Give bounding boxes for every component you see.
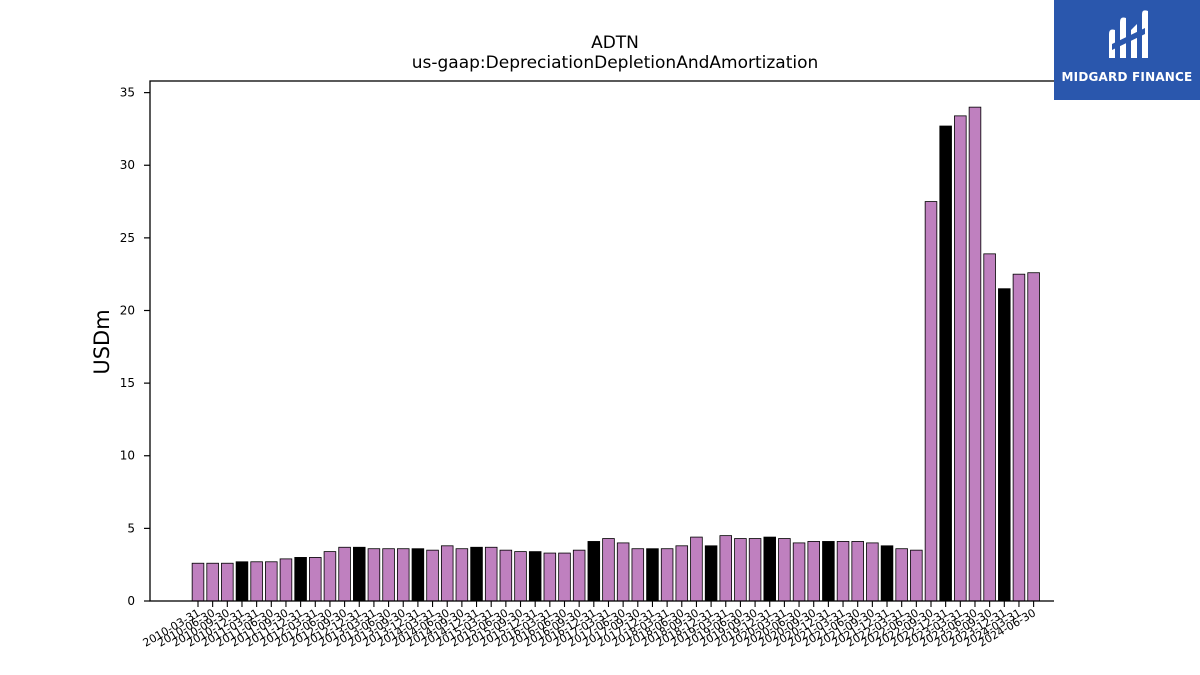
bar xyxy=(265,561,278,602)
bar xyxy=(734,538,747,602)
bar xyxy=(279,558,293,602)
bar xyxy=(191,562,205,602)
bar xyxy=(543,552,557,602)
bar xyxy=(675,545,689,602)
bar xyxy=(910,549,923,602)
bar xyxy=(866,542,879,602)
bar xyxy=(572,549,586,602)
bar xyxy=(470,546,483,602)
bar xyxy=(748,538,762,602)
bar xyxy=(323,551,337,602)
y-axis: 0 5 10 15 20 25 30 35 xyxy=(120,86,150,608)
bar xyxy=(807,541,820,602)
bars-layer xyxy=(191,106,1040,602)
bar xyxy=(338,546,351,602)
bar xyxy=(484,546,498,602)
bar xyxy=(719,535,733,602)
bar xyxy=(440,545,454,602)
bar xyxy=(778,538,791,602)
bar xyxy=(763,536,776,602)
bar xyxy=(690,536,703,602)
bar xyxy=(528,551,542,602)
bar xyxy=(587,541,601,602)
bar xyxy=(514,551,527,602)
bar xyxy=(968,106,982,602)
y-tick-label: 5 xyxy=(127,521,135,535)
bar xyxy=(660,548,674,602)
bar xyxy=(631,548,645,602)
y-tick-label: 15 xyxy=(120,376,135,390)
bar xyxy=(455,548,469,602)
bar xyxy=(382,548,395,602)
bar xyxy=(954,115,967,602)
bar xyxy=(294,557,307,602)
bar xyxy=(983,253,996,602)
y-tick-label: 10 xyxy=(120,449,135,463)
bar xyxy=(880,545,894,602)
y-tick-label: 20 xyxy=(120,303,135,317)
y-tick-label: 25 xyxy=(120,231,135,245)
y-axis-title: USDm xyxy=(90,309,114,374)
bar xyxy=(353,546,366,602)
bar xyxy=(851,541,864,602)
bar xyxy=(792,542,806,602)
bar xyxy=(836,541,850,602)
chart-title: ADTN xyxy=(591,33,639,53)
bar xyxy=(1012,273,1026,602)
bar xyxy=(616,542,630,602)
bar xyxy=(998,288,1011,602)
plot-frame xyxy=(149,80,1054,602)
y-tick-label: 30 xyxy=(120,158,135,172)
bar xyxy=(602,538,615,602)
brand-logo: MIDGARD FINANCE xyxy=(1054,0,1200,100)
bar xyxy=(250,561,263,602)
bar xyxy=(367,548,381,602)
bar xyxy=(895,548,908,602)
bar xyxy=(206,562,219,602)
bar xyxy=(221,562,234,602)
logo-mark-icon xyxy=(1109,10,1148,58)
bar xyxy=(646,548,659,602)
bar xyxy=(704,545,718,602)
bar xyxy=(1027,272,1040,602)
bar xyxy=(426,549,439,602)
x-axis: 2010-03-312010-06-302010-09-302010-12-31… xyxy=(141,601,1038,650)
bar xyxy=(309,557,322,602)
logo-text: MIDGARD FINANCE xyxy=(1061,70,1193,84)
bar xyxy=(396,548,410,602)
chart-subtitle: us-gaap:DepreciationDepletionAndAmortiza… xyxy=(412,53,819,73)
bar xyxy=(558,552,571,602)
bar xyxy=(924,201,938,602)
y-tick-label: 0 xyxy=(127,594,135,608)
bar xyxy=(822,541,835,602)
bar xyxy=(939,125,952,602)
bar xyxy=(235,561,249,602)
bar xyxy=(411,548,425,602)
bar xyxy=(499,549,513,602)
y-tick-label: 35 xyxy=(120,86,135,100)
chart-canvas: ADTN us-gaap:DepreciationDepletionAndAmo… xyxy=(90,33,1054,650)
